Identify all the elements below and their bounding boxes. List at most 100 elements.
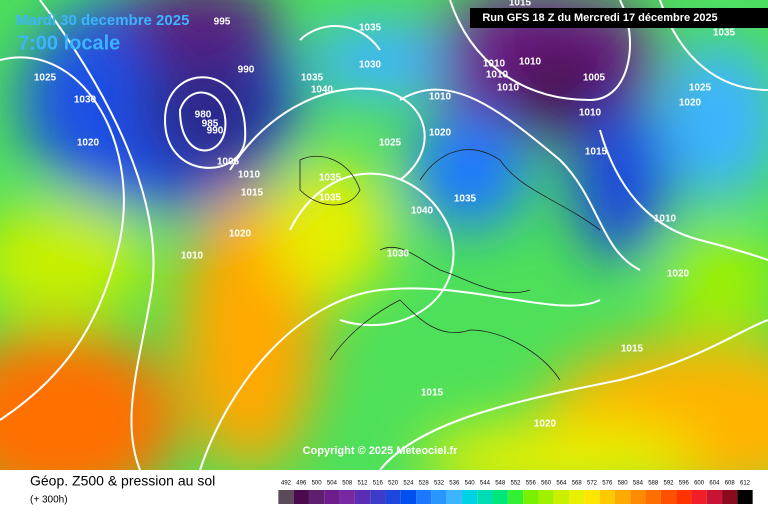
legend-label: 524 (403, 481, 414, 487)
legend-label: 612 (740, 481, 751, 487)
legend-swatch (370, 490, 386, 504)
isobar-label: 1040 (311, 85, 334, 96)
isobar-label: 1020 (534, 419, 557, 430)
legend-label: 500 (312, 481, 323, 487)
legend-swatch (339, 490, 355, 504)
legend-label: 540 (465, 481, 476, 487)
isobar-label: 1030 (359, 60, 382, 71)
isobar-label: 1035 (713, 28, 736, 39)
isobar-label: 1010 (238, 170, 261, 181)
forecast-date: Mardi 30 decembre 2025 (16, 12, 189, 29)
legend-swatch (691, 490, 707, 504)
isobar-label: 1025 (379, 138, 402, 149)
isobar-label: 1040 (411, 206, 434, 217)
isobar-label: 1020 (429, 128, 452, 139)
legend-label: 600 (694, 481, 705, 487)
isobar-label: 1010 (486, 70, 509, 81)
legend-label: 504 (327, 481, 338, 487)
legend-swatch (569, 490, 585, 504)
isobar-label: 1015 (421, 388, 444, 399)
legend-label: 584 (633, 481, 644, 487)
legend-label: 532 (434, 481, 445, 487)
legend-swatch (446, 490, 462, 504)
run-box (470, 8, 768, 28)
legend-swatch (614, 490, 631, 504)
footer-lead: (+ 300h) (30, 495, 68, 506)
isobar-label: 990 (238, 65, 255, 76)
isobar-label: 1030 (387, 249, 410, 260)
forecast-time: 7:00 locale (18, 32, 120, 54)
isobar-label: 1035 (319, 173, 342, 184)
legend-swatch (461, 490, 478, 504)
legend-label: 564 (556, 481, 567, 487)
isobar-label: 1005 (583, 73, 606, 84)
isobar-label: 1015 (241, 188, 264, 199)
legend-swatch (477, 490, 493, 504)
legend-label: 580 (618, 481, 629, 487)
legend-swatch (400, 490, 417, 504)
isobar-label: 1010 (429, 92, 452, 103)
isobar-label: 1015 (585, 147, 608, 158)
isobar-label: 1020 (679, 98, 702, 109)
footer-title: Géop. Z500 & pression au sol (30, 473, 215, 489)
legend-swatch (416, 490, 432, 504)
legend-label: 556 (526, 481, 537, 487)
legend-swatch (431, 490, 447, 504)
isobar-label: 1035 (454, 194, 477, 205)
legend-swatch (492, 490, 508, 504)
legend-label: 572 (587, 481, 598, 487)
isobar-label: 1035 (319, 193, 342, 204)
legend-label: 552 (510, 481, 521, 487)
isobar-label: 995 (214, 17, 231, 28)
isobar-label: 1010 (519, 57, 542, 68)
isobar-label: 1005 (217, 157, 240, 168)
legend-label: 560 (541, 481, 552, 487)
isobar-label: 1015 (509, 0, 532, 9)
isobar-label: 985 (202, 119, 219, 130)
legend-swatch (538, 490, 554, 504)
isobar-label: 1010 (483, 59, 506, 70)
isobar-label: 1020 (77, 138, 100, 149)
legend-swatch (354, 490, 371, 504)
isobar-label: 1020 (667, 269, 690, 280)
legend-swatch (584, 490, 600, 504)
isobar-label: 1025 (34, 73, 57, 84)
isobar-label: 1010 (181, 251, 204, 262)
isobar-label: 1010 (579, 108, 602, 119)
legend-swatch (507, 490, 524, 504)
isobar-label: 1035 (301, 73, 324, 84)
legend-swatch (553, 490, 570, 504)
legend-label: 496 (296, 481, 307, 487)
legend-swatch (308, 490, 325, 504)
isobar-label: 1015 (621, 344, 644, 355)
legend-label: 596 (679, 481, 690, 487)
legend-label: 528 (419, 481, 430, 487)
isobar-label: 1010 (654, 214, 677, 225)
legend-swatch (676, 490, 692, 504)
legend-swatch (599, 490, 615, 504)
legend-swatch (630, 490, 646, 504)
coastlines (299, 149, 601, 381)
run-info: Run GFS 18 Z du Mercredi 17 décembre 202… (482, 12, 717, 24)
isobar-label: 1020 (229, 229, 252, 240)
legend-label: 592 (663, 481, 674, 487)
legend-label: 604 (709, 481, 720, 487)
legend-swatch (523, 490, 539, 504)
legend-swatch (385, 490, 401, 504)
legend-label: 544 (480, 481, 491, 487)
legend-swatch (722, 490, 738, 504)
isobar-label: 1025 (689, 83, 712, 94)
legend-swatch (706, 490, 723, 504)
legend-label: 520 (388, 481, 399, 487)
legend-label: 548 (495, 481, 506, 487)
legend-swatch (737, 490, 753, 504)
color-legend: 492 496 500 504 508 512 516 520 524 528 532 536 540 5… (278, 481, 753, 504)
isobar-labels: 9951035102510301020990103510401030100510… (34, 0, 736, 430)
legend-label: 492 (281, 481, 292, 487)
legend-label: 588 (648, 481, 659, 487)
legend-swatch (293, 490, 309, 504)
isobar-label: 980 (195, 110, 212, 121)
